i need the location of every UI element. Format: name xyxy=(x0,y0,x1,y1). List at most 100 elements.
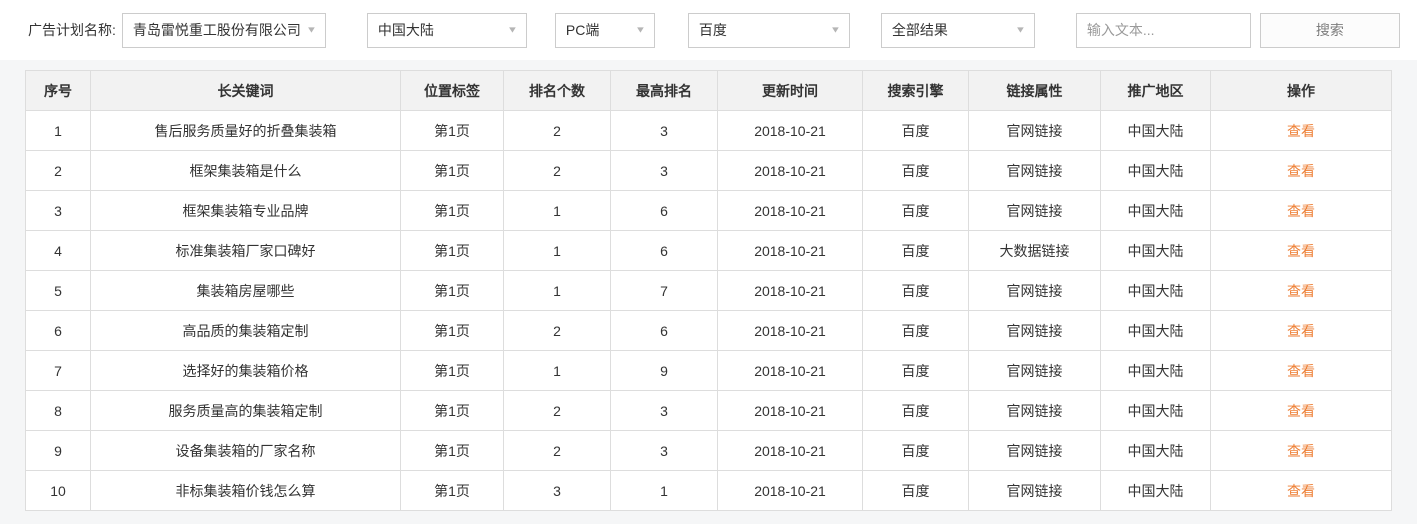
table-cell: 2018-10-21 xyxy=(717,270,863,311)
view-link[interactable]: 查看 xyxy=(1287,362,1315,379)
column-header: 链接属性 xyxy=(968,70,1101,111)
result-filter-select-value: 全部结果 xyxy=(891,22,948,38)
table-cell: 3 xyxy=(610,150,718,191)
table-cell: 2018-10-21 xyxy=(717,110,863,151)
caret-down-icon: ▼ xyxy=(634,24,647,35)
table-row: 7 选择好的集装箱价格 第1页 1 9 2018-10-21 百度 官网链接 中国大陆 查看 xyxy=(25,350,1392,391)
table-cell: 设备集装箱的厂家名称 xyxy=(90,430,401,471)
table-header-row: 序号 长关键词 位置标签 排名个数 最高排名 更新时间 搜索引擎 链接属性 推广地区 操作 xyxy=(25,70,1392,111)
table-body: 1 售后服务质量好的折叠集装箱 第1页 2 3 2018-10-21 百度 官网链接 中国大陆查… xyxy=(25,110,1392,511)
view-link[interactable]: 查看 xyxy=(1287,242,1315,259)
table-cell: 框架集装箱专业品牌 xyxy=(90,190,401,231)
column-header: 长关键词 xyxy=(90,70,401,111)
keyword-rank-table: 序号 长关键词 位置标签 排名个数 最高排名 更新时间 搜索引擎 链接属性 推广地区 操作 1 售后… xyxy=(25,70,1392,511)
search-engine-select[interactable]: 百度 ▼ xyxy=(687,12,850,48)
table-cell-action: 查看 xyxy=(1210,310,1392,351)
table-cell: 3 xyxy=(610,390,718,431)
view-link[interactable]: 查看 xyxy=(1287,482,1315,499)
caret-down-icon: ▼ xyxy=(1014,24,1027,35)
view-link[interactable]: 查看 xyxy=(1287,322,1315,339)
campaign-select[interactable]: 青岛雷悦重工股份有限公司 ▼ xyxy=(121,12,326,48)
table-cell: 2 xyxy=(503,430,611,471)
table-row: 6 高品质的集装箱定制 第1页 2 6 2018-10-21 百度 官网链接 中国大陆 查看 xyxy=(25,310,1392,351)
result-filter-select[interactable]: 全部结果 ▼ xyxy=(880,12,1035,48)
table-cell: 2 xyxy=(503,310,611,351)
column-header: 序号 xyxy=(25,70,91,111)
table-cell: 2 xyxy=(503,150,611,191)
column-header: 排名个数 xyxy=(503,70,611,111)
table-cell: 1 xyxy=(503,350,611,391)
table-cell: 6 xyxy=(610,230,718,271)
table-cell: 售后服务质量好的折叠集装箱 xyxy=(90,110,401,151)
table-cell: 官网链接 xyxy=(968,190,1101,231)
table-cell: 中国大陆 xyxy=(1100,350,1211,391)
table-cell: 3 xyxy=(610,430,718,471)
table-cell: 官网链接 xyxy=(968,350,1101,391)
table-cell: 1 xyxy=(503,190,611,231)
table-cell-action: 查看 xyxy=(1210,430,1392,471)
table-cell: 8 xyxy=(25,390,91,431)
campaign-select-value: 青岛雷悦重工股份有限公司 xyxy=(132,22,301,38)
search-button[interactable]: 搜索 xyxy=(1259,12,1400,48)
table-row: 9 设备集装箱的厂家名称 第1页 2 3 2018-10-21 百度 官网链接 中国大陆 查看 xyxy=(25,430,1392,471)
table-cell: 第1页 xyxy=(400,390,504,431)
table-cell: 中国大陆 xyxy=(1100,230,1211,271)
column-header: 最高排名 xyxy=(610,70,718,111)
table-cell-action: 查看 xyxy=(1210,470,1392,511)
column-header: 位置标签 xyxy=(400,70,504,111)
view-link[interactable]: 查看 xyxy=(1287,442,1315,459)
table-cell: 官网链接 xyxy=(968,390,1101,431)
table-cell: 服务质量高的集装箱定制 xyxy=(90,390,401,431)
table-cell: 1 xyxy=(503,230,611,271)
column-header: 操作 xyxy=(1210,70,1392,111)
table-cell-action: 查看 xyxy=(1210,270,1392,311)
table-cell: 百度 xyxy=(862,350,969,391)
keyword-input[interactable] xyxy=(1075,12,1251,48)
table-cell: 2018-10-21 xyxy=(717,230,863,271)
table-cell: 1 xyxy=(610,470,718,511)
device-select-value: PC端 xyxy=(565,22,600,38)
table-cell: 7 xyxy=(25,350,91,391)
filter-bar: 广告计划名称: 青岛雷悦重工股份有限公司 ▼ 中国大陆 ▼ PC端 ▼ 百度 ▼… xyxy=(0,0,1417,60)
table-cell: 中国大陆 xyxy=(1100,310,1211,351)
table-cell: 1 xyxy=(503,270,611,311)
view-link[interactable]: 查看 xyxy=(1287,282,1315,299)
table-cell: 中国大陆 xyxy=(1100,150,1211,191)
table-cell: 2 xyxy=(503,390,611,431)
table-cell: 选择好的集装箱价格 xyxy=(90,350,401,391)
table-cell: 官网链接 xyxy=(968,110,1101,151)
view-link[interactable]: 查看 xyxy=(1287,402,1315,419)
column-header: 搜索引擎 xyxy=(862,70,969,111)
table-cell: 标准集装箱厂家口碑好 xyxy=(90,230,401,271)
table-cell: 百度 xyxy=(862,470,969,511)
table-cell: 3 xyxy=(610,110,718,151)
view-link[interactable]: 查看 xyxy=(1287,122,1315,139)
table-cell: 第1页 xyxy=(400,110,504,151)
table-cell: 10 xyxy=(25,470,91,511)
region-select[interactable]: 中国大陆 ▼ xyxy=(366,12,527,48)
caret-down-icon: ▼ xyxy=(305,24,318,35)
table-cell: 官网链接 xyxy=(968,270,1101,311)
table-cell: 第1页 xyxy=(400,310,504,351)
table-cell-action: 查看 xyxy=(1210,230,1392,271)
caret-down-icon: ▼ xyxy=(506,24,519,35)
table-cell-action: 查看 xyxy=(1210,150,1392,191)
view-link[interactable]: 查看 xyxy=(1287,202,1315,219)
table-cell: 百度 xyxy=(862,110,969,151)
table-cell: 中国大陆 xyxy=(1100,270,1211,311)
table-cell: 官网链接 xyxy=(968,470,1101,511)
table-cell: 2018-10-21 xyxy=(717,390,863,431)
table-cell: 2018-10-21 xyxy=(717,150,863,191)
caret-down-icon: ▼ xyxy=(829,24,842,35)
table-cell: 2 xyxy=(503,110,611,151)
device-select[interactable]: PC端 ▼ xyxy=(554,12,655,48)
table-cell: 6 xyxy=(25,310,91,351)
table-cell: 百度 xyxy=(862,190,969,231)
view-link[interactable]: 查看 xyxy=(1287,162,1315,179)
table-cell: 百度 xyxy=(862,430,969,471)
table-cell: 中国大陆 xyxy=(1100,390,1211,431)
table-cell: 第1页 xyxy=(400,430,504,471)
table-cell: 官网链接 xyxy=(968,430,1101,471)
table-cell: 2018-10-21 xyxy=(717,470,863,511)
table-cell: 大数据链接 xyxy=(968,230,1101,271)
